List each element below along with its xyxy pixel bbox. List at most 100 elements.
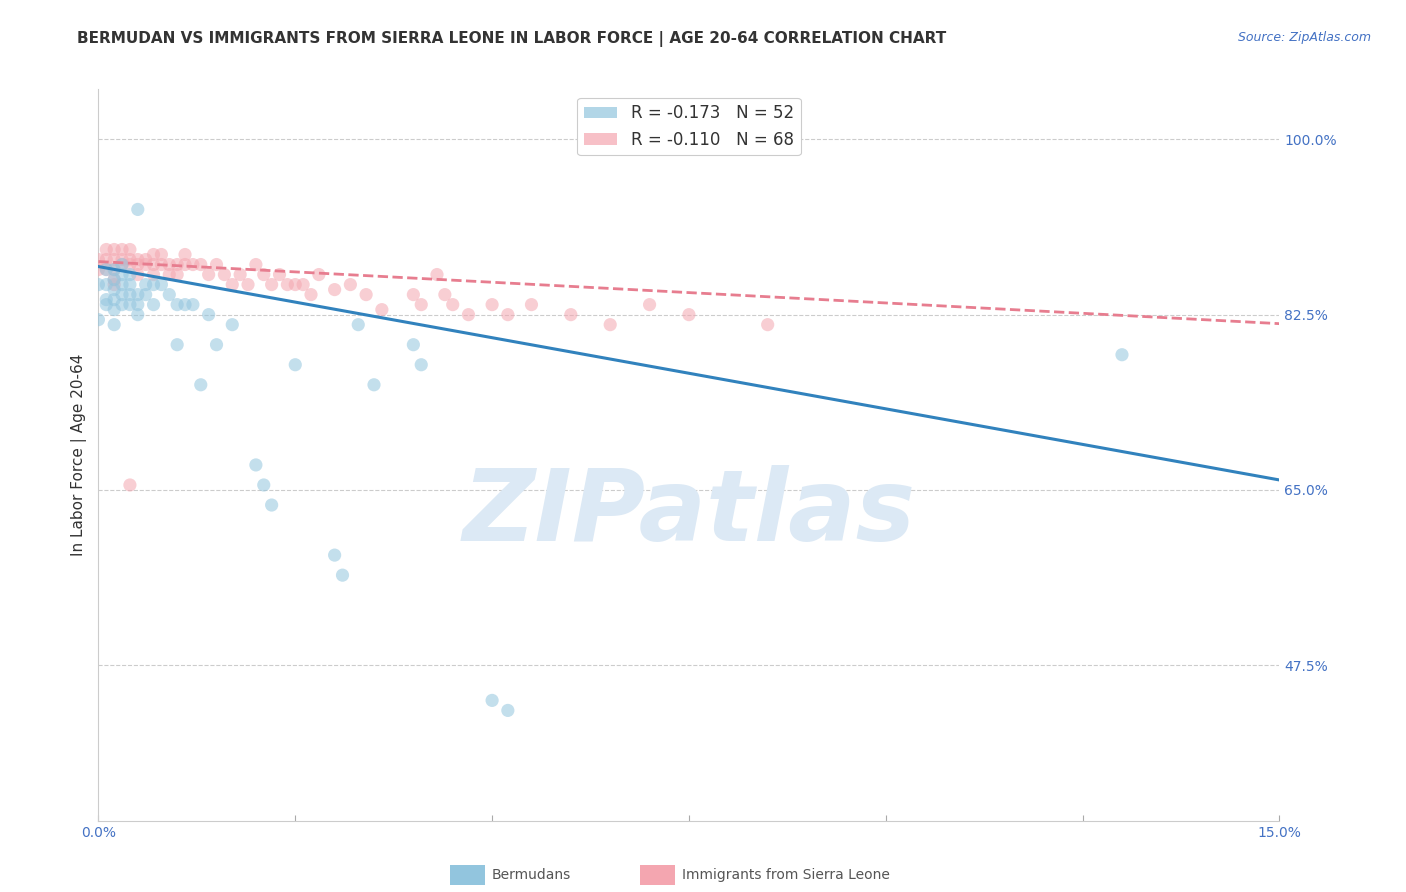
Point: [96, 277, 118, 292]
Point: [103, 262, 125, 277]
Point: [197, 308, 219, 322]
Point: [174, 247, 197, 261]
Point: [142, 258, 165, 272]
Point: [111, 243, 134, 257]
Point: [284, 277, 307, 292]
Point: [402, 287, 425, 301]
Point: [174, 298, 197, 312]
Text: BERMUDAN VS IMMIGRANTS FROM SIERRA LEONE IN LABOR FORCE | AGE 20-64 CORRELATION : BERMUDAN VS IMMIGRANTS FROM SIERRA LEONE…: [77, 31, 946, 47]
Point: [118, 298, 141, 312]
Text: Source: ZipAtlas.com: Source: ZipAtlas.com: [1237, 31, 1371, 45]
Point: [157, 268, 180, 282]
Point: [118, 252, 141, 267]
Point: [323, 548, 346, 562]
Point: [174, 258, 197, 272]
Point: [599, 318, 621, 332]
Point: [205, 337, 228, 351]
Point: [221, 318, 243, 332]
Point: [496, 703, 519, 717]
Point: [87, 252, 110, 267]
Point: [87, 312, 110, 326]
Point: [253, 478, 276, 492]
Point: [135, 287, 157, 301]
Point: [347, 318, 370, 332]
Point: [111, 298, 134, 312]
Point: [127, 287, 149, 301]
Point: [496, 308, 519, 322]
Point: [363, 377, 385, 392]
Point: [520, 298, 543, 312]
Point: [190, 377, 212, 392]
Point: [135, 277, 157, 292]
Text: ZIPatlas: ZIPatlas: [463, 465, 915, 562]
Text: Immigrants from Sierra Leone: Immigrants from Sierra Leone: [682, 868, 890, 882]
Point: [205, 258, 228, 272]
Point: [103, 272, 125, 286]
Point: [260, 277, 283, 292]
Point: [560, 308, 582, 322]
Point: [166, 298, 188, 312]
Point: [103, 283, 125, 297]
Point: [308, 268, 330, 282]
Point: [245, 258, 267, 272]
Point: [127, 252, 149, 267]
Point: [166, 337, 188, 351]
Point: [481, 298, 503, 312]
Point: [166, 268, 188, 282]
Point: [135, 252, 157, 267]
Point: [150, 247, 173, 261]
Point: [103, 293, 125, 307]
Point: [678, 308, 700, 322]
Point: [127, 202, 149, 217]
Point: [118, 277, 141, 292]
Point: [354, 287, 377, 301]
Point: [127, 268, 149, 282]
Point: [332, 568, 354, 582]
Point: [118, 287, 141, 301]
Point: [103, 302, 125, 317]
Point: [96, 243, 118, 257]
Point: [181, 298, 204, 312]
Point: [433, 287, 456, 301]
Point: [103, 262, 125, 277]
Point: [118, 243, 141, 257]
Point: [111, 268, 134, 282]
Point: [269, 268, 291, 282]
Point: [111, 277, 134, 292]
Point: [142, 268, 165, 282]
Point: [1111, 348, 1133, 362]
Point: [96, 252, 118, 267]
Point: [96, 262, 118, 277]
Legend: R = -0.173   N = 52, R = -0.110   N = 68: R = -0.173 N = 52, R = -0.110 N = 68: [578, 97, 800, 155]
Point: [221, 277, 243, 292]
Point: [111, 258, 134, 272]
Point: [111, 258, 134, 272]
Point: [111, 252, 134, 267]
Point: [96, 262, 118, 277]
Point: [96, 298, 118, 312]
Point: [142, 298, 165, 312]
Point: [214, 268, 236, 282]
Point: [150, 277, 173, 292]
Point: [292, 277, 315, 292]
Point: [142, 247, 165, 261]
Point: [339, 277, 361, 292]
Point: [276, 277, 298, 292]
Point: [103, 252, 125, 267]
Point: [426, 268, 449, 282]
Point: [441, 298, 464, 312]
Point: [236, 277, 259, 292]
Point: [157, 258, 180, 272]
Point: [118, 258, 141, 272]
Point: [638, 298, 661, 312]
Point: [229, 268, 252, 282]
Point: [103, 272, 125, 286]
Point: [299, 287, 322, 301]
Point: [197, 268, 219, 282]
Point: [245, 458, 267, 472]
Point: [181, 258, 204, 272]
Point: [118, 268, 141, 282]
Point: [87, 277, 110, 292]
Point: [127, 258, 149, 272]
Point: [150, 258, 173, 272]
